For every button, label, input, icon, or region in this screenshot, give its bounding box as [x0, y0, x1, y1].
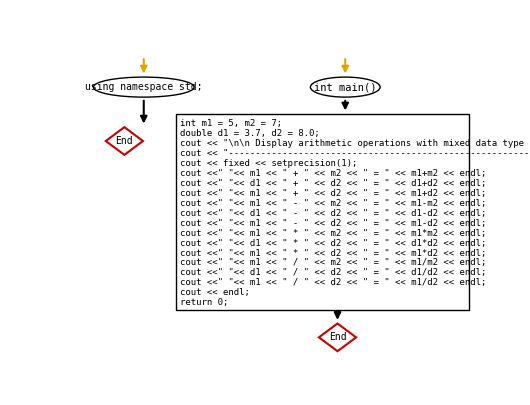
Text: cout <<" "<< m1 << " - " << m2 << " = " << m1-m2 << endl;: cout <<" "<< m1 << " - " << m2 << " = " …	[180, 199, 487, 208]
Text: cout <<" "<< m1 << " / " << m2 << " = " << m1/m2 << endl;: cout <<" "<< m1 << " / " << m2 << " = " …	[180, 258, 487, 267]
Text: int main(): int main()	[314, 82, 376, 92]
Text: cout <<" "<< m1 << " * " << m2 << " = " << m1*m2 << endl;: cout <<" "<< m1 << " * " << m2 << " = " …	[180, 229, 487, 238]
Polygon shape	[319, 324, 356, 351]
Text: cout <<" "<< m1 << " + " << m2 << " = " << m1+m2 << endl;: cout <<" "<< m1 << " + " << m2 << " = " …	[180, 169, 487, 178]
Text: cout << fixed << setprecision(1);: cout << fixed << setprecision(1);	[180, 159, 358, 168]
Text: cout << endl;: cout << endl;	[180, 288, 250, 297]
Text: using namespace std;: using namespace std;	[85, 82, 202, 92]
Text: cout <<" "<< m1 << " / " << d2 << " = " << m1/d2 << endl;: cout <<" "<< m1 << " / " << d2 << " = " …	[180, 278, 487, 287]
Text: End: End	[329, 333, 346, 342]
Text: cout <<" "<< m1 << " - " << d2 << " = " << m1-d2 << endl;: cout <<" "<< m1 << " - " << d2 << " = " …	[180, 219, 487, 228]
Text: cout << "------------------------------------------------------------\n";: cout << "-------------------------------…	[180, 149, 530, 158]
Ellipse shape	[311, 77, 380, 97]
Text: int m1 = 5, m2 = 7;: int m1 = 5, m2 = 7;	[180, 119, 282, 128]
Text: return 0;: return 0;	[180, 298, 228, 307]
Polygon shape	[106, 127, 143, 155]
Ellipse shape	[93, 77, 194, 97]
Text: cout <<" "<< d1 << " * " << d2 << " = " << d1*d2 << endl;: cout <<" "<< d1 << " * " << d2 << " = " …	[180, 239, 487, 247]
Text: cout <<" "<< d1 << " + " << d2 << " = " << d1+d2 << endl;: cout <<" "<< d1 << " + " << d2 << " = " …	[180, 179, 487, 188]
Text: cout << "\n\n Display arithmetic operations with mixed data type :\n";: cout << "\n\n Display arithmetic operati…	[180, 139, 530, 148]
Text: cout <<" "<< d1 << " - " << d2 << " = " << d1-d2 << endl;: cout <<" "<< d1 << " - " << d2 << " = " …	[180, 209, 487, 218]
Text: cout <<" "<< d1 << " / " << d2 << " = " << d1/d2 << endl;: cout <<" "<< d1 << " / " << d2 << " = " …	[180, 269, 487, 277]
Text: double d1 = 3.7, d2 = 8.0;: double d1 = 3.7, d2 = 8.0;	[180, 129, 320, 139]
Text: cout <<" "<< m1 << " + " << d2 << " = " << m1+d2 << endl;: cout <<" "<< m1 << " + " << d2 << " = " …	[180, 189, 487, 198]
Text: cout <<" "<< m1 << " * " << d2 << " = " << m1*d2 << endl;: cout <<" "<< m1 << " * " << d2 << " = " …	[180, 249, 487, 258]
Text: End: End	[116, 136, 133, 146]
FancyBboxPatch shape	[176, 114, 469, 310]
